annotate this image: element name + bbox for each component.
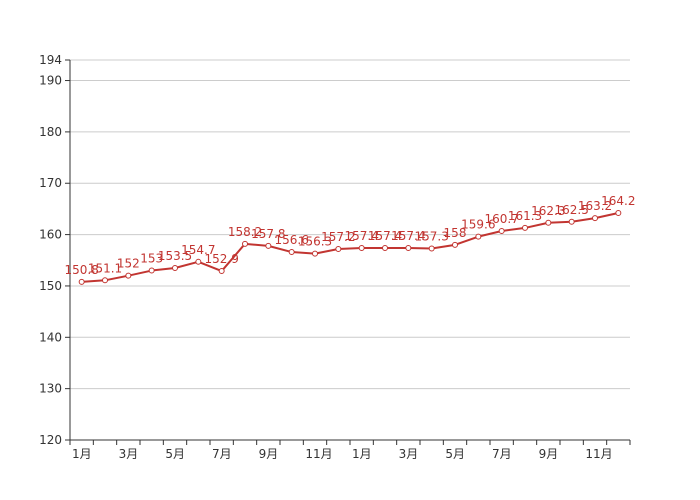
y-tick-label: 130 bbox=[39, 382, 62, 396]
data-point bbox=[405, 244, 412, 251]
y-tick-label: 190 bbox=[39, 74, 62, 88]
data-point bbox=[335, 245, 342, 252]
data-label: 159.6 bbox=[461, 218, 495, 232]
data-label: 153 bbox=[140, 252, 163, 266]
data-label: 163.2 bbox=[578, 199, 612, 213]
data-point bbox=[148, 267, 155, 274]
data-label: 153.5 bbox=[158, 249, 192, 263]
x-tick-label: 7月 bbox=[492, 447, 512, 461]
y-tick-label: 150 bbox=[39, 279, 62, 293]
data-label: 151.1 bbox=[88, 261, 122, 275]
data-point bbox=[78, 278, 85, 285]
data-point bbox=[172, 264, 178, 271]
x-tick-label: 11月 bbox=[585, 447, 612, 461]
x-tick-label: 9月 bbox=[259, 447, 279, 461]
y-tick-label: 194 bbox=[39, 53, 62, 67]
data-label: 156.6 bbox=[274, 233, 308, 247]
data-label: 158.2 bbox=[228, 225, 262, 239]
data-label: 161.3 bbox=[508, 209, 542, 223]
data-point bbox=[195, 258, 202, 265]
data-point bbox=[545, 219, 552, 226]
y-tick-label: 180 bbox=[39, 125, 62, 139]
data-point bbox=[452, 241, 458, 248]
x-tick-label: 7月 bbox=[212, 447, 232, 461]
data-label: 157.4 bbox=[344, 229, 378, 243]
data-point bbox=[288, 249, 295, 256]
x-tick-label: 9月 bbox=[539, 447, 559, 461]
data-label: 162.5 bbox=[554, 203, 588, 217]
data-point bbox=[218, 268, 225, 275]
data-label: 162.3 bbox=[531, 204, 565, 218]
data-point bbox=[475, 233, 482, 240]
x-tick-label: 1月 bbox=[352, 447, 372, 461]
data-point bbox=[102, 277, 108, 284]
x-tick-label: 5月 bbox=[165, 447, 185, 461]
data-point bbox=[265, 242, 272, 249]
data-point bbox=[428, 245, 435, 252]
data-label: 157.2 bbox=[321, 230, 355, 244]
data-point bbox=[615, 210, 622, 217]
data-label: 152.9 bbox=[204, 252, 238, 266]
data-label: 157.4 bbox=[391, 229, 425, 243]
data-label: 157.8 bbox=[251, 227, 285, 241]
data-label: 150.8 bbox=[64, 263, 98, 277]
x-tick-label: 3月 bbox=[119, 447, 139, 461]
data-point bbox=[522, 224, 528, 231]
data-point bbox=[358, 244, 365, 251]
data-label: 158 bbox=[444, 226, 467, 240]
data-label: 157.3 bbox=[414, 229, 448, 243]
data-point bbox=[592, 215, 598, 222]
x-tick-label: 1月 bbox=[72, 447, 92, 461]
data-point bbox=[312, 250, 318, 257]
data-point bbox=[242, 240, 248, 247]
data-point bbox=[498, 228, 505, 234]
data-label: 156.3 bbox=[298, 235, 332, 249]
series-line bbox=[81, 212, 619, 283]
data-label: 160.7 bbox=[484, 212, 518, 226]
data-label: 152 bbox=[117, 257, 140, 271]
data-label: 164.2 bbox=[601, 194, 635, 208]
y-tick-label: 120 bbox=[39, 433, 62, 447]
data-label: 157.4 bbox=[368, 229, 402, 243]
y-tick-label: 160 bbox=[39, 228, 62, 242]
data-point bbox=[382, 244, 388, 251]
data-point bbox=[125, 272, 132, 279]
data-label: 154.7 bbox=[181, 243, 215, 257]
x-tick-label: 3月 bbox=[399, 447, 419, 461]
x-tick-label: 11月 bbox=[305, 447, 332, 461]
y-tick-label: 140 bbox=[39, 330, 62, 344]
x-tick-label: 5月 bbox=[445, 447, 465, 461]
y-tick-label: 170 bbox=[39, 176, 62, 190]
data-point bbox=[568, 218, 575, 225]
